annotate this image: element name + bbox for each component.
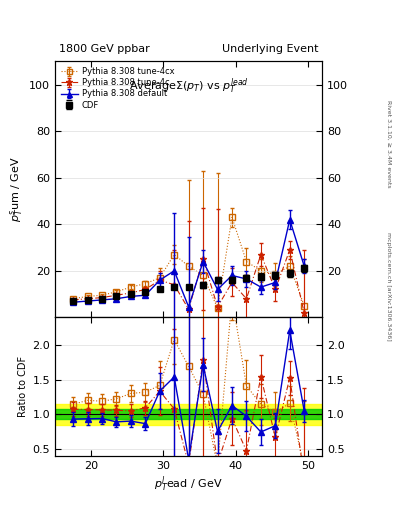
Bar <box>55 404 322 424</box>
Y-axis label: Ratio to CDF: Ratio to CDF <box>18 356 28 417</box>
X-axis label: $p_T^{l}$ead / GeV: $p_T^{l}$ead / GeV <box>154 475 223 494</box>
Text: Rivet 3.1.10, ≥ 3.4M events: Rivet 3.1.10, ≥ 3.4M events <box>386 99 391 187</box>
Legend: Pythia 8.308 tune-4cx, Pythia 8.308 tune-4c, Pythia 8.308 default, CDF: Pythia 8.308 tune-4cx, Pythia 8.308 tune… <box>59 66 176 111</box>
Y-axis label: $p_T^{s}$um / GeV: $p_T^{s}$um / GeV <box>8 157 25 222</box>
Text: Underlying Event: Underlying Event <box>222 44 318 54</box>
Text: mcplots.cern.ch [arXiv:1306.3436]: mcplots.cern.ch [arXiv:1306.3436] <box>386 232 391 341</box>
Text: 1800 GeV ppbar: 1800 GeV ppbar <box>59 44 150 54</box>
Text: Average$\Sigma(p_T)$ vs $p_T^{lead}$: Average$\Sigma(p_T)$ vs $p_T^{lead}$ <box>129 77 248 96</box>
Bar <box>55 409 322 419</box>
